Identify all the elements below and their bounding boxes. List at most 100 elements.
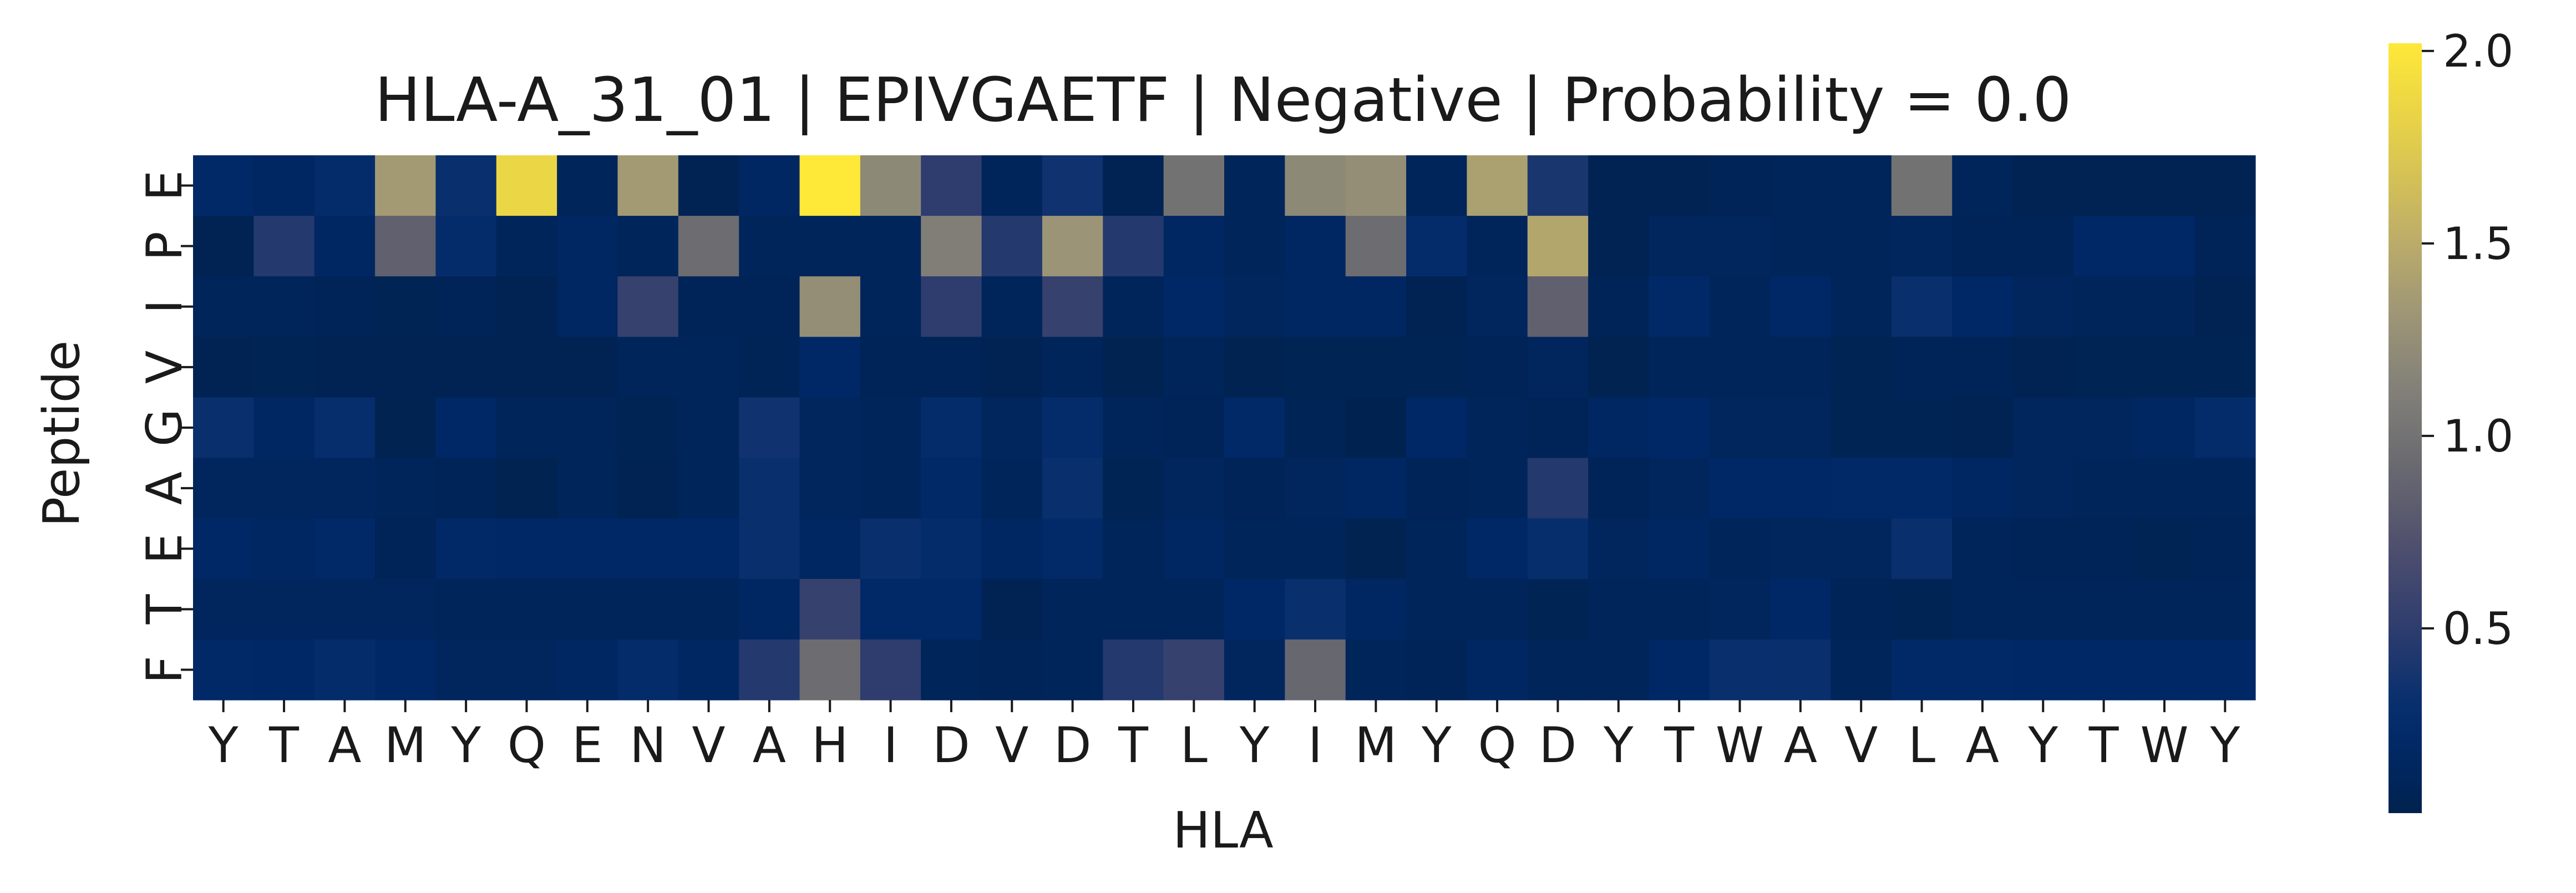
heatmap-cell xyxy=(314,579,376,640)
heatmap-cell xyxy=(193,579,254,640)
heatmap-cell xyxy=(1527,216,1589,277)
heatmap-cell xyxy=(496,639,557,701)
heatmap-cell xyxy=(496,276,557,337)
x-tick-label: Y xyxy=(208,717,239,774)
heatmap-cell xyxy=(435,518,497,580)
heatmap-cell xyxy=(1163,458,1225,519)
heatmap-cell xyxy=(678,276,739,337)
heatmap-cell xyxy=(2073,155,2134,216)
x-tick-label: Q xyxy=(1478,717,1516,774)
heatmap-cell xyxy=(1649,397,1710,459)
heatmap-cell xyxy=(799,579,861,640)
heatmap-cell xyxy=(557,337,618,398)
heatmap-cell xyxy=(1345,518,1407,580)
heatmap-cell xyxy=(1830,276,1892,337)
heatmap-cell xyxy=(921,337,982,398)
heatmap-cell xyxy=(2012,276,2074,337)
heatmap-cell xyxy=(1952,337,2014,398)
heatmap-cell xyxy=(1406,397,1468,459)
heatmap-cell xyxy=(799,518,861,580)
heatmap-cell xyxy=(617,458,679,519)
x-tick-label: N xyxy=(630,717,666,774)
heatmap-cell xyxy=(739,458,800,519)
heatmap-cell xyxy=(1770,518,1832,580)
heatmap-cell xyxy=(1042,216,1103,277)
heatmap-cell xyxy=(1649,155,1710,216)
heatmap-cell xyxy=(678,337,739,398)
heatmap-cell xyxy=(1649,579,1710,640)
heatmap-cell xyxy=(981,155,1043,216)
heatmap-cell xyxy=(2073,579,2134,640)
heatmap-cell xyxy=(1649,518,1710,580)
heatmap-cell xyxy=(1709,276,1771,337)
heatmap-cell xyxy=(1285,518,1346,580)
heatmap-cell xyxy=(1103,518,1164,580)
heatmap-cell xyxy=(314,639,376,701)
heatmap-cell xyxy=(921,639,982,701)
heatmap-cell xyxy=(1830,639,1892,701)
heatmap-cell xyxy=(557,639,618,701)
heatmap-cell xyxy=(253,579,315,640)
heatmap-cell xyxy=(1588,216,1650,277)
x-tick-label: Y xyxy=(1421,717,1452,774)
heatmap-cell xyxy=(1042,397,1103,459)
heatmap-cell xyxy=(2012,155,2074,216)
x-tick-label: L xyxy=(1180,717,1208,774)
heatmap-cell xyxy=(2073,518,2134,580)
heatmap-cell xyxy=(314,518,376,580)
x-tick-label: V xyxy=(1844,717,1878,774)
heatmap-cell xyxy=(1224,518,1285,580)
heatmap-cell xyxy=(981,216,1043,277)
heatmap-cell xyxy=(678,216,739,277)
heatmap-cell xyxy=(375,458,437,519)
heatmap-cell xyxy=(1770,216,1832,277)
heatmap-cell xyxy=(1345,579,1407,640)
heatmap-cell xyxy=(2134,337,2195,398)
heatmap-cell xyxy=(1163,216,1225,277)
heatmap-cell xyxy=(1527,458,1589,519)
heatmap-cell xyxy=(1770,276,1832,337)
colorbar-tick-label: 0.5 xyxy=(2443,603,2513,654)
x-tick-label: L xyxy=(1908,717,1935,774)
x-tick-label: D xyxy=(1054,717,1092,774)
heatmap-cell xyxy=(435,639,497,701)
heatmap-cell xyxy=(193,518,254,580)
heatmap-cell xyxy=(1830,216,1892,277)
heatmap-cell xyxy=(2012,397,2074,459)
heatmap-cell xyxy=(1163,397,1225,459)
heatmap-cell xyxy=(1406,216,1468,277)
heatmap-cell xyxy=(1224,155,1285,216)
heatmap-cell xyxy=(2073,216,2134,277)
heatmap-cell xyxy=(678,397,739,459)
heatmap-cell xyxy=(739,155,800,216)
heatmap-cell xyxy=(1588,337,1650,398)
heatmap-cell xyxy=(2012,639,2074,701)
heatmap-cell xyxy=(1830,458,1892,519)
heatmap-cell xyxy=(1406,458,1468,519)
x-tick-label: Y xyxy=(1239,717,1270,774)
heatmap-cell xyxy=(1527,518,1589,580)
heatmap-cell xyxy=(1103,155,1164,216)
heatmap-cell xyxy=(1770,397,1832,459)
heatmap-cell xyxy=(253,458,315,519)
heatmap-cell xyxy=(1163,276,1225,337)
heatmap-cell xyxy=(2012,518,2074,580)
heatmap-cell xyxy=(921,397,982,459)
heatmap-cell xyxy=(1285,337,1346,398)
heatmap-cell xyxy=(435,579,497,640)
heatmap-cell xyxy=(1770,155,1832,216)
x-tick-label: A xyxy=(1966,717,1999,774)
heatmap-cell xyxy=(1406,518,1468,580)
heatmap-cell xyxy=(1709,579,1771,640)
heatmap-cell xyxy=(860,155,921,216)
heatmap-cell xyxy=(2134,458,2195,519)
heatmap-cell xyxy=(496,337,557,398)
heatmap-cell xyxy=(921,276,982,337)
heatmap-cell xyxy=(1285,276,1346,337)
heatmap-cell xyxy=(739,579,800,640)
heatmap-cell xyxy=(1103,216,1164,277)
heatmap-cell xyxy=(557,216,618,277)
heatmap-cell xyxy=(860,216,921,277)
heatmap-cell xyxy=(1103,337,1164,398)
heatmap-cell xyxy=(1830,518,1892,580)
